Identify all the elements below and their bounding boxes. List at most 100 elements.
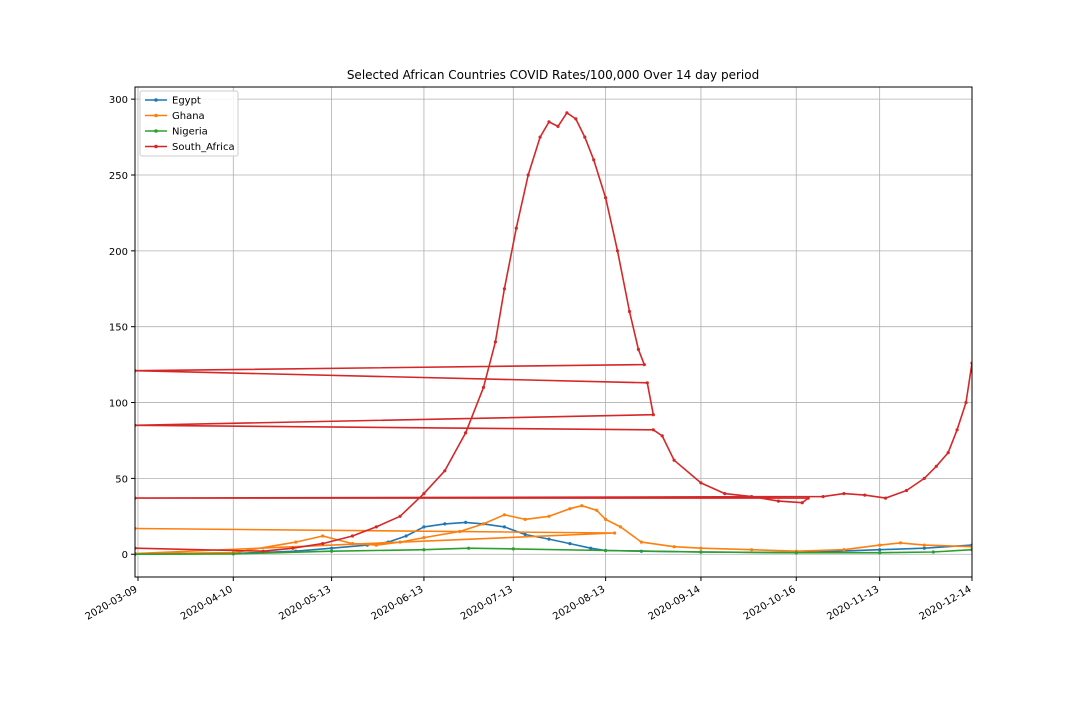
data-point (574, 117, 578, 121)
x-tick-label: 2020-11-13 (825, 584, 881, 623)
data-point (592, 158, 596, 162)
series-line (135, 504, 972, 555)
data-point (842, 548, 846, 552)
data-point (800, 501, 804, 505)
data-point (615, 249, 620, 253)
data-point (481, 385, 486, 389)
data-point (458, 529, 462, 534)
data-point (330, 549, 334, 553)
data-point (502, 287, 506, 291)
data-point (464, 431, 468, 435)
data-point (481, 522, 486, 526)
legend-item: Ghana (145, 111, 205, 122)
legend-label: Ghana (172, 111, 205, 122)
data-point (294, 540, 298, 544)
data-point (723, 492, 727, 496)
data-point (321, 542, 325, 546)
data-point (565, 111, 569, 115)
data-point (526, 173, 530, 177)
data-point (613, 531, 617, 535)
data-point (374, 543, 378, 547)
data-point (374, 525, 378, 529)
data-point (583, 135, 587, 139)
x-tick-label: 2020-06-13 (370, 584, 426, 623)
y-tick-label: 200 (109, 247, 128, 258)
data-point (750, 495, 754, 499)
data-point (863, 493, 867, 497)
legend-marker (154, 98, 158, 102)
x-tick-label: 2020-03-09 (84, 584, 140, 623)
data-point (955, 428, 959, 432)
data-point (878, 543, 882, 547)
data-point (511, 547, 515, 551)
legend: Egypt Ghana Nigeria South_Africa (139, 90, 239, 157)
data-point (604, 548, 608, 553)
legend-marker (154, 144, 158, 149)
data-point (443, 469, 447, 473)
y-tick-label: 100 (109, 399, 128, 410)
x-tick-label: 2020-12-14 (918, 584, 974, 623)
legend-item: Egypt (145, 96, 201, 107)
data-point (231, 552, 235, 556)
data-point (422, 548, 426, 552)
data-point (493, 340, 497, 344)
data-point (464, 520, 468, 525)
legend-marker (154, 113, 158, 118)
data-point (589, 546, 593, 550)
data-point (806, 496, 810, 500)
data-point (523, 532, 527, 537)
data-point (547, 120, 551, 124)
data-point (422, 536, 426, 540)
data-point (699, 481, 703, 485)
x-tick-label: 2020-07-13 (459, 584, 515, 623)
data-point (547, 537, 551, 541)
x-axis: 2020-03-09 2020-04-10 2020-05-13 2020-06-13… (84, 577, 974, 623)
data-point (398, 540, 402, 544)
data-point (699, 546, 703, 550)
chart-title: Selected African Countries COVID Rates/1… (347, 68, 759, 82)
y-tick-label: 150 (109, 323, 128, 334)
data-point (964, 400, 968, 405)
data-point (878, 551, 882, 555)
data-point (618, 525, 623, 529)
x-tick-label: 2020-10-16 (742, 584, 798, 623)
data-point (922, 543, 926, 547)
data-point (443, 522, 447, 526)
data-point (422, 525, 426, 529)
data-point (821, 495, 825, 499)
legend-marker (154, 129, 158, 133)
x-tick-label: 2020-09-14 (647, 584, 703, 623)
data-point (627, 309, 632, 314)
series-ghana (135, 504, 972, 556)
grid (135, 87, 973, 577)
data-point (842, 492, 846, 496)
data-point (595, 508, 599, 512)
data-point (502, 525, 506, 529)
series-south-africa (135, 111, 972, 553)
data-point (467, 546, 471, 550)
legend-item: South_Africa (145, 142, 235, 153)
data-point (604, 196, 608, 200)
y-axis: 0 50 100 150 200 250 300 (109, 95, 135, 561)
data-point (398, 514, 402, 518)
data-point (642, 363, 646, 367)
data-point (291, 546, 295, 550)
y-tick-label: 50 (115, 474, 128, 485)
legend-box (139, 90, 239, 157)
x-tick-label: 2020-08-13 (551, 584, 607, 623)
data-point (321, 534, 325, 538)
data-point (568, 542, 572, 546)
data-point (350, 542, 354, 546)
data-point (538, 135, 542, 139)
x-tick-label: 2020-04-10 (179, 584, 235, 623)
data-point (946, 451, 950, 455)
y-tick-label: 250 (109, 171, 128, 182)
legend-item: Nigeria (145, 127, 208, 138)
data-point (934, 464, 938, 468)
data-point (502, 513, 506, 517)
data-point (776, 499, 781, 503)
data-point (514, 226, 518, 230)
data-point (904, 488, 909, 493)
data-point (636, 347, 641, 351)
